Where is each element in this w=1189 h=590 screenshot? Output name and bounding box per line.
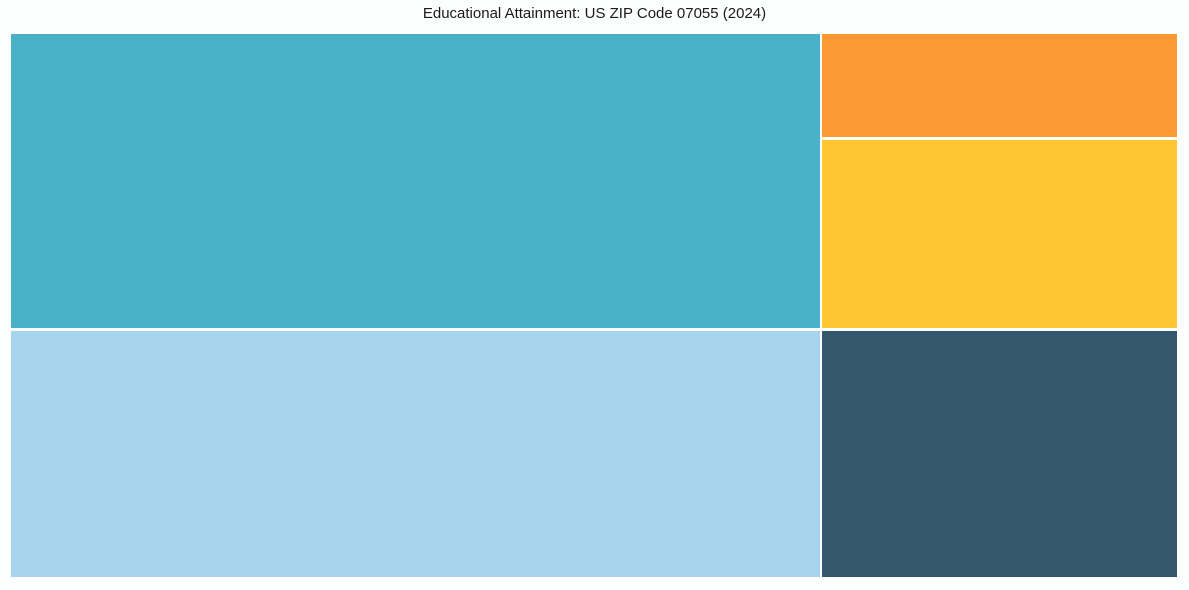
treemap-tile-less-than-high-school[interactable]: Less than high school diploma xyxy=(11,330,820,577)
treemap-plot-area: High school graduate or equivalent Less … xyxy=(11,34,1177,577)
page-title: Educational Attainment: US ZIP Code 0705… xyxy=(422,5,767,22)
treemap-tile-high-school-graduate[interactable]: High school graduate or equivalent xyxy=(11,34,820,328)
treemap-tile-some-college-associate[interactable]: Some college or associate's degree xyxy=(821,330,1177,577)
treemap-tile-graduate-professional-degree[interactable]: Graduate or professional degree xyxy=(821,34,1177,137)
treemap-tile-bachelors-degree[interactable]: Bachelor's degree xyxy=(821,139,1177,328)
